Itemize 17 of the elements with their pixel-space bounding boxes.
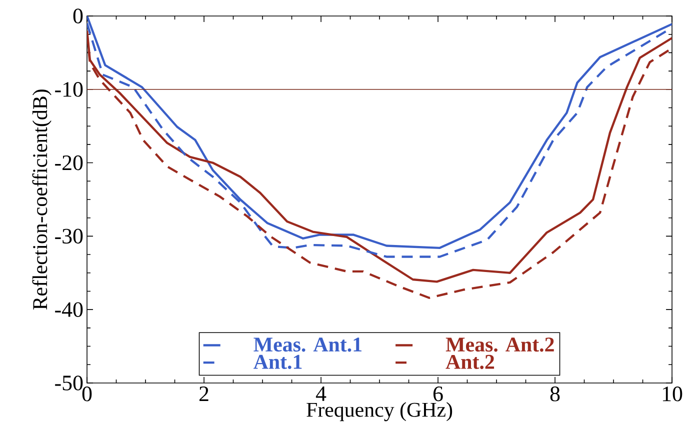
legend-label: Meas. Ant.2 xyxy=(446,338,554,352)
x-tick-label: 6 xyxy=(433,386,443,402)
y-tick-label: -20 xyxy=(55,155,83,170)
x-tick-label: 4 xyxy=(316,386,326,401)
legend-label: Ant.2 xyxy=(446,354,494,370)
x-tick-label: 8 xyxy=(550,386,560,402)
y-tick-label: 0 xyxy=(73,8,83,24)
legend-label: Ant.1 xyxy=(254,354,302,370)
x-tick-label: 10 xyxy=(662,386,682,402)
x-axis-title: Frequency (GHz) xyxy=(306,402,452,422)
legend-label: Meas. Ant.1 xyxy=(254,338,362,352)
y-tick-label: -30 xyxy=(55,228,83,244)
y-axis-title: Reflection-coefficient(dB) xyxy=(32,90,52,310)
x-tick-label: 2 xyxy=(200,386,208,402)
y-tick-label: -40 xyxy=(55,302,83,317)
y-tick-label: -10 xyxy=(55,82,83,97)
y-tick-label: -50 xyxy=(55,376,83,390)
